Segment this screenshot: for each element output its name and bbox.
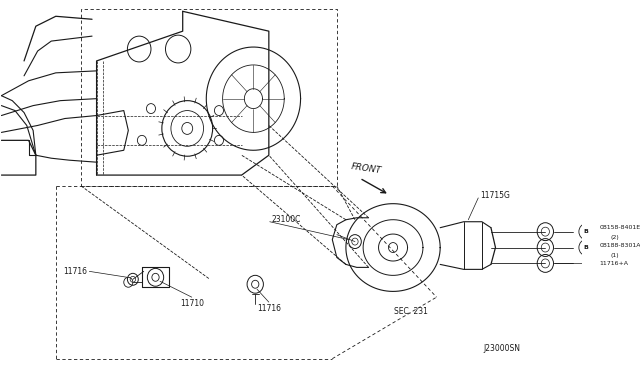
- Text: FRONT: FRONT: [351, 162, 382, 175]
- Text: 23100C: 23100C: [271, 215, 301, 224]
- Text: 11716+A: 11716+A: [600, 261, 628, 266]
- Text: (1): (1): [611, 253, 620, 258]
- Text: SEC. 231: SEC. 231: [394, 307, 428, 316]
- Text: B: B: [584, 245, 589, 250]
- Text: 11710: 11710: [180, 299, 204, 308]
- Text: 11716: 11716: [257, 304, 281, 313]
- Text: B: B: [584, 229, 589, 234]
- Text: 11716: 11716: [63, 267, 88, 276]
- Text: J23000SN: J23000SN: [483, 344, 520, 353]
- Text: 08158-8401E: 08158-8401E: [600, 225, 640, 230]
- Text: (2): (2): [611, 235, 620, 240]
- Text: 08188-8301A: 08188-8301A: [600, 243, 640, 248]
- Text: 11715G: 11715G: [480, 192, 510, 201]
